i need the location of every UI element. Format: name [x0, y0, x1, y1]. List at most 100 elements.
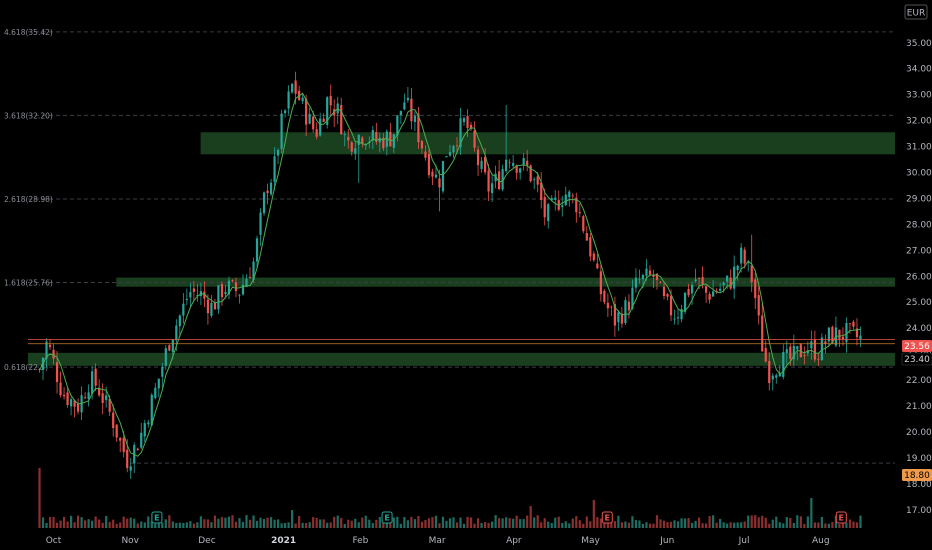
candle-body-153	[575, 197, 578, 213]
candle-body-176	[655, 273, 659, 280]
time-axis[interactable]: Oct Nov Dec 2021 Feb Mar Apr May Jun Jul Aug	[46, 536, 830, 546]
volume-bar-74	[298, 516, 301, 528]
candle-body-230	[845, 323, 848, 343]
volume-bar-129	[490, 521, 494, 528]
candle-body-167	[624, 300, 627, 324]
volume-bar-51	[217, 518, 220, 528]
candle-body-157	[589, 237, 592, 257]
candle-body-69	[280, 113, 283, 150]
candle-body-212	[782, 352, 785, 377]
price-level-lines	[28, 339, 895, 345]
candle-body-108	[417, 113, 420, 143]
candle-body-197	[729, 277, 732, 289]
volume-bar-64	[262, 518, 266, 528]
volume-bar-148	[557, 516, 560, 528]
volume-bar-73	[294, 523, 297, 528]
y-tick-15: 32.00	[906, 117, 932, 127]
candle-body-209	[771, 375, 774, 380]
low-price-tag: 18.80	[902, 469, 932, 481]
y-tick-11: 28.00	[906, 220, 932, 230]
volume-bar-27	[133, 518, 136, 528]
volume-bar-126	[480, 522, 483, 528]
candle-body-68	[276, 149, 280, 156]
volume-bar-186	[690, 522, 694, 528]
candle-body-17	[98, 387, 101, 396]
candle-body-155	[582, 216, 585, 232]
volume-bar-150	[564, 521, 567, 528]
volume-bar-144	[543, 518, 546, 528]
volume-bar-113	[434, 515, 438, 528]
volume-bar-85	[336, 515, 339, 528]
candle-body-113	[434, 174, 438, 178]
candle-body-8	[66, 392, 69, 406]
y-tick-5: 22.00	[906, 376, 932, 386]
volume-bar-60	[248, 519, 252, 528]
volume-bar-228	[838, 523, 841, 528]
volume-bar-205	[757, 517, 760, 528]
candle-body-14	[87, 392, 90, 399]
candle-body-72	[291, 83, 294, 93]
candle-body-118	[452, 145, 455, 153]
volume-bar-173	[645, 522, 648, 528]
candle-body-130	[494, 173, 497, 182]
volume-bar-87	[343, 523, 346, 528]
volume-bar-57	[238, 518, 241, 528]
candle-body-217	[799, 344, 802, 358]
level-price-label: 23.40	[904, 355, 930, 365]
volume-bar-210	[775, 516, 778, 528]
candle-body-124	[473, 130, 476, 148]
volume-bar-178	[662, 520, 666, 528]
volume-bar-161	[603, 522, 606, 528]
candle-body-223	[820, 337, 823, 360]
volume-bar-195	[722, 522, 725, 528]
candle-body-213	[785, 349, 788, 354]
candle-body-145	[547, 204, 550, 222]
volume-bar-131	[498, 518, 501, 528]
volume-bar-221	[813, 522, 816, 528]
candle-body-211	[778, 373, 781, 377]
currency-button[interactable]: EUR	[904, 4, 928, 20]
volume-bar-53	[224, 517, 227, 528]
candle-body-9	[69, 399, 73, 407]
candle-body-186	[690, 284, 694, 294]
candle-body-120	[459, 118, 462, 148]
candle-body-110	[424, 151, 427, 158]
volume-bar-176	[655, 515, 659, 528]
volume-bar-23	[119, 522, 122, 528]
candle-body-10	[73, 400, 76, 407]
candle-body-40	[178, 315, 181, 327]
volume-bar-197	[729, 522, 732, 528]
candle-body-60	[248, 277, 252, 279]
volume-bar-70	[283, 523, 287, 528]
candle-body-47	[203, 291, 206, 299]
candle-body-219	[806, 350, 809, 354]
volume-bar-94	[368, 519, 371, 528]
volume-bar-212	[782, 523, 785, 528]
zone-0	[200, 132, 895, 155]
volume-bar-181	[673, 520, 676, 528]
candle-body-138	[522, 157, 525, 165]
volume-bar-203	[750, 515, 753, 528]
candle-body-117	[448, 152, 452, 156]
candle-body-150	[564, 194, 567, 206]
volume-bar-192	[712, 515, 715, 528]
candle-body-119	[455, 145, 459, 147]
candle-body-79	[315, 129, 318, 137]
volume-bar-217	[799, 516, 802, 528]
volume-bar-33	[154, 523, 157, 528]
volume-bar-56	[234, 521, 238, 528]
candle-body-142	[536, 176, 539, 185]
volume-bar-102	[396, 516, 399, 528]
volume-bar-207	[764, 517, 767, 528]
volume-bar-142	[536, 515, 539, 528]
candle-body-7	[62, 394, 66, 397]
x-tick-mar: Mar	[429, 536, 446, 546]
candle-body-184	[683, 292, 687, 312]
volume-bar-4	[52, 517, 55, 528]
volume-bar-28	[136, 523, 139, 528]
candle-body-59	[245, 278, 248, 287]
volume-bar-120	[459, 517, 462, 528]
volume-bar-191	[708, 516, 711, 528]
